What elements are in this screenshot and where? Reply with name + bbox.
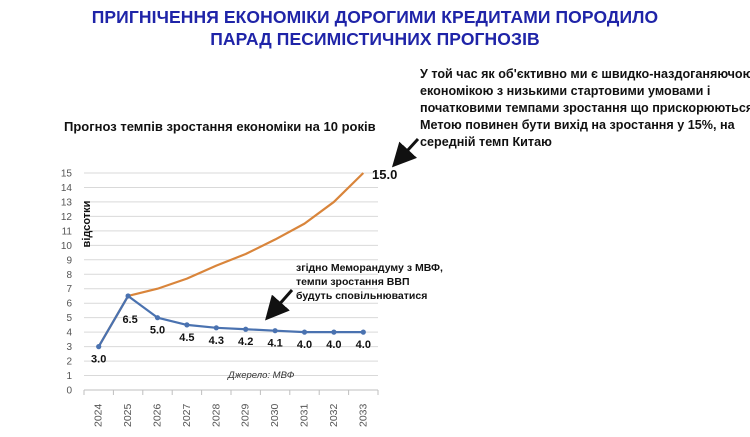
data-point (125, 293, 131, 299)
goal-note-line: У той час як об'єктивно ми є швидко-назд… (420, 67, 750, 81)
y-tick-label: 3 (66, 342, 72, 353)
data-label: 4.2 (238, 336, 253, 348)
y-axis-title: відсотки (81, 201, 93, 248)
y-tick-label: 7 (66, 284, 72, 295)
y-tick-label: 0 (66, 386, 72, 397)
data-label: 6.5 (122, 314, 137, 326)
data-label: 4.1 (267, 338, 282, 350)
y-tick-label: 11 (62, 226, 73, 237)
y-tick-label: 1 (66, 371, 72, 382)
data-point (154, 315, 161, 321)
headline: ПРИГНІЧЕННЯ ЕКОНОМІКИ ДОРОГИМИ КРЕДИТАМИ… (0, 6, 750, 50)
y-tick-label: 6 (66, 299, 72, 310)
series-line-0 (97, 172, 365, 348)
data-label: 3.0 (91, 354, 106, 366)
orange-end-label: 15.0 (372, 167, 397, 182)
y-tick-label: 4 (66, 328, 72, 339)
source-label: Джерело: МВФ (227, 370, 295, 381)
goal-note-line: економікою з низькими стартовими умовами… (420, 84, 711, 98)
data-point (243, 326, 249, 332)
x-tick-label: 2026 (152, 403, 164, 427)
y-tick-label: 15 (61, 169, 73, 180)
data-label: 4.5 (179, 332, 194, 344)
annotation-arrow (265, 289, 294, 321)
y-tick-label: 2 (66, 357, 72, 368)
data-point (301, 329, 308, 335)
data-point (184, 322, 190, 328)
y-tick-label: 13 (61, 197, 73, 208)
data-label: 4.0 (326, 339, 341, 351)
data-point (360, 329, 366, 335)
x-tick-label: 2029 (240, 403, 252, 427)
y-tick-label: 9 (66, 255, 72, 266)
headline-line-2: ПАРАД ПЕСИМІСТИЧНИХ ПРОГНОЗІВ (210, 29, 540, 49)
goal-note-line: середній темп Китаю (420, 135, 552, 149)
x-tick-label: 2030 (269, 403, 281, 427)
data-labels: 3.0 6.5 5.0 4.5 4.3 4.2 4.1 4.0 4.0 4.0 (91, 314, 371, 366)
imf-annotation-line: будуть сповільнюватися (296, 290, 427, 302)
x-tick-label: 2028 (210, 403, 222, 427)
x-tick-label: 2024 (93, 403, 105, 427)
x-tick-label: 2033 (357, 403, 369, 427)
data-label: 4.0 (356, 339, 371, 351)
series (96, 172, 366, 350)
imf-annotation-line: темпи зростання ВВП (296, 276, 410, 288)
data-point (272, 328, 278, 334)
x-tick-label: 2027 (181, 403, 193, 427)
x-tick-label: 2031 (299, 403, 311, 427)
goal-note-line: Метою повинен бути вихід на зростання у … (420, 118, 735, 132)
y-tick-label: 14 (61, 183, 73, 194)
data-point (331, 329, 337, 335)
series-line-1 (97, 294, 364, 348)
data-point (96, 344, 102, 350)
data-point (213, 325, 219, 331)
imf-annotation: згідно Меморандуму з МВФ, темпи зростанн… (296, 262, 443, 302)
goal-note: У той час як об'єктивно ми є швидко-назд… (420, 66, 750, 151)
imf-annotation-line: згідно Меморандуму з МВФ, (296, 262, 443, 274)
headline-line-1: ПРИГНІЧЕННЯ ЕКОНОМІКИ ДОРОГИМИ КРЕДИТАМИ… (91, 7, 659, 27)
y-tick-label: 12 (61, 212, 73, 223)
y-tick-label: 5 (66, 313, 72, 324)
x-tick-label: 2032 (328, 403, 340, 427)
data-label: 5.0 (150, 325, 165, 337)
y-tick-label: 8 (66, 270, 72, 281)
y-tick-label: 10 (61, 241, 73, 252)
data-label: 4.0 (297, 339, 312, 351)
x-tick-label: 2025 (122, 403, 134, 427)
chart-title: Прогноз темпів зростання економіки на 10… (64, 119, 376, 134)
goal-note-line: початковими темпами зростання що прискор… (420, 101, 750, 115)
pointer-arrow (391, 137, 420, 168)
data-label: 4.3 (209, 335, 224, 347)
